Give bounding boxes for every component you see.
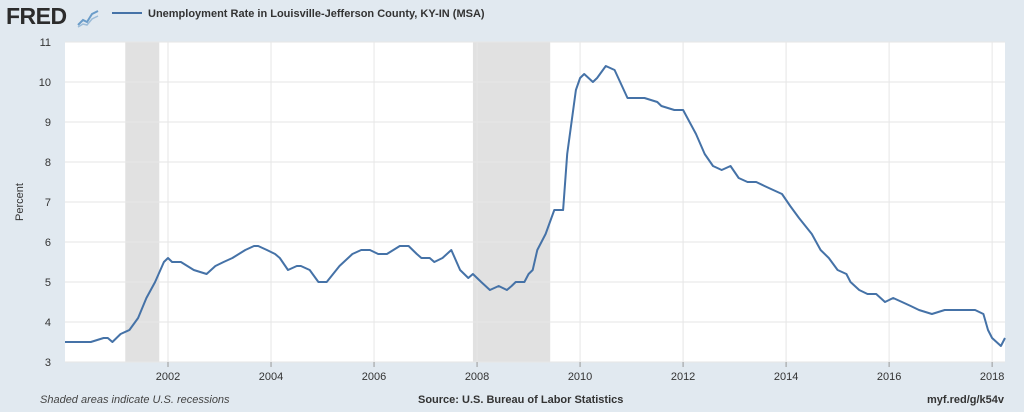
fred-logo[interactable]: FRED: [6, 3, 67, 29]
y-axis-ticks: 3 4 5 6 7 8 9 10 11: [39, 37, 51, 369]
grid-lines: [65, 41, 1005, 363]
recession-note: Shaded areas indicate U.S. recessions: [40, 394, 230, 406]
x-tick-label: 2010: [568, 371, 592, 383]
y-tick-label: 3: [45, 357, 51, 369]
line-chart-icon: [77, 8, 99, 28]
x-tick-label: 2004: [259, 371, 283, 383]
x-tick-label: 2018: [980, 371, 1004, 383]
y-tick-label: 10: [39, 77, 51, 89]
x-tick-label: 2008: [465, 371, 489, 383]
short-url-link[interactable]: myf.red/g/k54v: [926, 394, 1004, 406]
x-tick-label: 2012: [671, 371, 695, 383]
y-tick-label: 8: [45, 157, 51, 169]
source-note: Source: U.S. Bureau of Labor Statistics: [418, 394, 624, 406]
chart-legend[interactable]: Unemployment Rate in Louisville-Jefferso…: [112, 8, 485, 20]
legend-label: Unemployment Rate in Louisville-Jefferso…: [148, 8, 485, 20]
x-axis-ticks: 2002 2004 2006 2008 2010 2012 2014 2016 2018: [156, 362, 1004, 383]
series-layer: [65, 65, 1006, 347]
y-tick-label: 5: [45, 277, 51, 289]
x-tick-label: 2016: [877, 371, 901, 383]
y-tick-label: 11: [40, 37, 51, 49]
x-tick-label: 2014: [774, 371, 798, 383]
y-tick-label: 9: [45, 117, 51, 129]
legend-swatch: [112, 12, 142, 15]
y-tick-label: 6: [45, 237, 51, 249]
series-line: [65, 65, 1006, 347]
x-tick-label: 2002: [156, 371, 180, 383]
y-tick-label: 4: [45, 317, 51, 329]
y-tick-label: 7: [45, 197, 51, 209]
y-axis-title: Percent: [14, 183, 26, 221]
chart-header: FRED Unemployment Rate in Louisville-Jef…: [0, 0, 1024, 34]
x-tick-label: 2006: [362, 371, 386, 383]
